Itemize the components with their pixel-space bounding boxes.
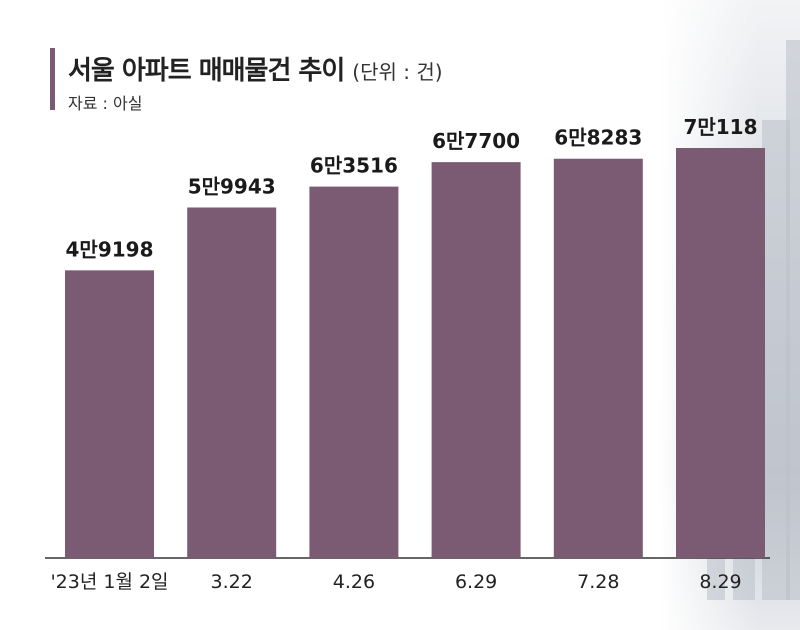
bar-0 xyxy=(65,270,154,558)
category-label-0: '23년 1월 2일 xyxy=(50,571,168,593)
chart-title-text: 서울 아파트 매매물건 추이 xyxy=(68,56,345,86)
unit-label: (단위 : 건) xyxy=(352,60,443,84)
bar-1 xyxy=(187,207,277,558)
title-accent-bar xyxy=(50,48,55,110)
value-label-1: 5만9943 xyxy=(188,174,276,198)
chart-title: 서울 아파트 매매물건 추이 (단위 : 건) xyxy=(68,50,443,87)
value-label-0: 4만9198 xyxy=(66,237,154,261)
category-label-4: 7.28 xyxy=(577,571,619,593)
bar-5 xyxy=(676,148,765,558)
bar-3 xyxy=(431,162,521,558)
value-label-4: 6만8283 xyxy=(554,126,642,150)
value-label-5: 7만118 xyxy=(683,115,757,139)
category-label-5: 8.29 xyxy=(699,571,741,593)
source-label: 자료 : 아실 xyxy=(68,94,143,113)
background-building xyxy=(762,120,790,600)
bar-4 xyxy=(553,158,643,558)
category-label-3: 6.29 xyxy=(455,571,497,593)
value-label-2: 6만3516 xyxy=(310,154,398,178)
bar-2 xyxy=(309,186,399,559)
background-building xyxy=(786,40,800,600)
category-label-2: 4.26 xyxy=(333,571,375,593)
category-label-1: 3.22 xyxy=(211,571,253,593)
value-label-3: 6만7700 xyxy=(432,129,520,153)
